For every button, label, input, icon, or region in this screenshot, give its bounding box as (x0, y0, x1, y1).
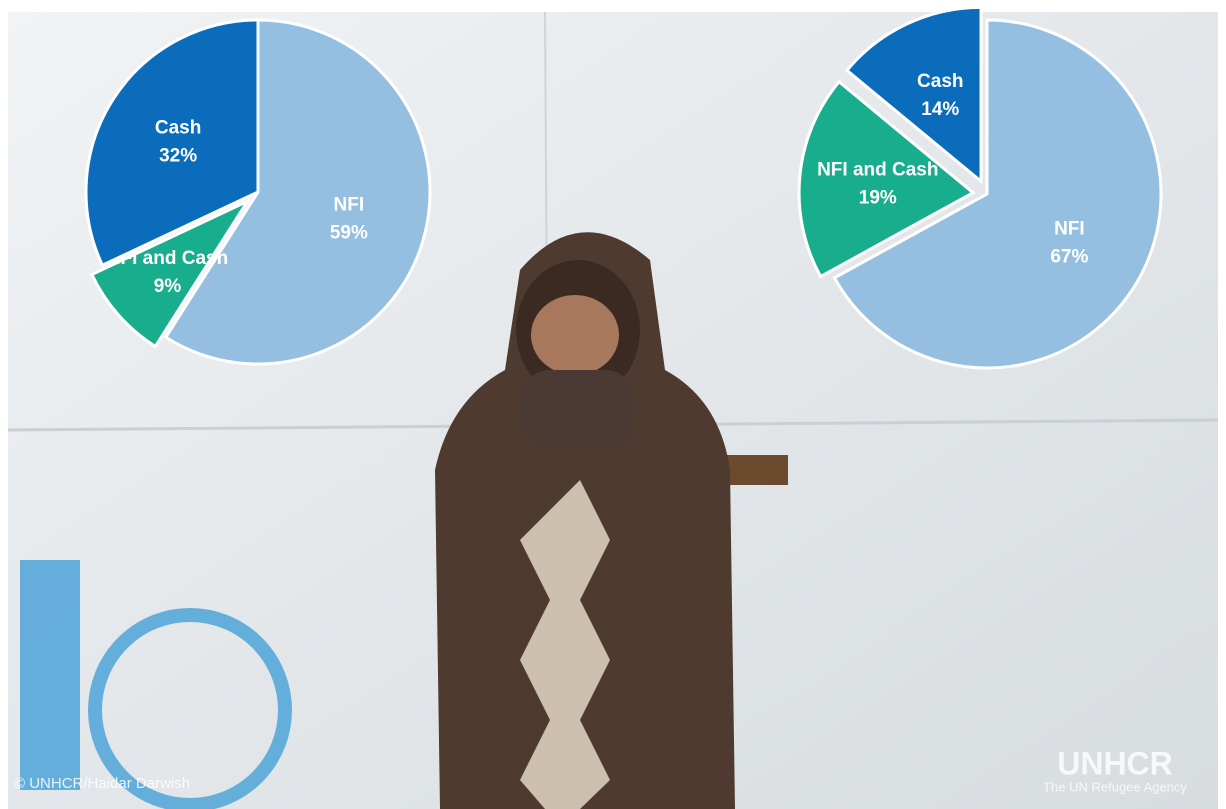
slice-label: Cash (917, 71, 963, 92)
slice-value-label: 59% (330, 222, 368, 243)
slice-label: NFI and Cash (107, 248, 228, 269)
logo-tagline: The UN Refugee Agency (1043, 779, 1187, 794)
slice-value-label: 67% (1050, 247, 1088, 268)
logo-name: UNHCR (1057, 745, 1173, 781)
slice-value-label: 14% (921, 99, 959, 120)
slice-label: Cash (155, 117, 201, 138)
pie-slice (832, 18, 1163, 370)
child-face (531, 295, 619, 375)
pie-slice (163, 18, 432, 366)
tarp-logo (20, 560, 292, 809)
pie-slice (797, 79, 976, 279)
slice-value-label: 19% (859, 188, 897, 209)
slice-label: NFI (1054, 219, 1085, 240)
collar (520, 370, 635, 450)
slice-label: NFI and Cash (817, 160, 938, 181)
photo-credit: © UNHCR/Haidar Darwish (14, 775, 190, 792)
pie-slice (89, 197, 252, 349)
slice-value-label: 9% (154, 276, 182, 297)
wood-block (722, 455, 788, 485)
sweater-pattern (520, 480, 610, 809)
slice-label: NFI (334, 194, 365, 215)
slice-value-label: 32% (159, 145, 197, 166)
pie-slice (84, 18, 260, 268)
pie-slice (844, 5, 983, 185)
